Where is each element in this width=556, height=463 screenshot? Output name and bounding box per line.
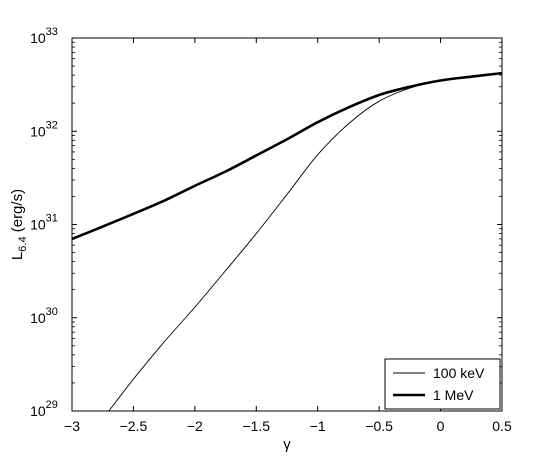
y-axis-title: L6.4 (erg/s)	[9, 189, 29, 260]
plot-frame	[71, 37, 503, 412]
y-axis-title-unit: (erg/s)	[9, 189, 26, 237]
y-tick-label: 1032	[30, 119, 58, 139]
series-line-1mev	[71, 71, 503, 241]
y-axis-title-subscript: 6.4	[17, 236, 29, 251]
tick-labels-layer: −3 −2.5 −2 −1.5 −1 −0.5 0 0.5 1029 1030 1031 1032 10…	[30, 26, 512, 434]
x-tick-label: −3	[64, 418, 80, 434]
series-layer	[71, 71, 503, 412]
y-tick-label: 1031	[30, 213, 58, 233]
legend-box	[384, 358, 501, 410]
ticks-layer	[71, 37, 503, 412]
y-tick-label: 1033	[30, 26, 58, 46]
legend-label-100kev: 100 keV	[433, 365, 485, 381]
x-tick-label: −0.5	[365, 418, 393, 434]
y-tick-label: 1030	[30, 306, 58, 326]
x-tick-label: 0.5	[492, 418, 512, 434]
y-axis-title-main: L	[9, 252, 26, 260]
x-tick-label: −2	[187, 418, 203, 434]
x-axis-title: γ	[283, 436, 291, 453]
x-tick-label: −2.5	[120, 418, 148, 434]
x-tick-label: −1	[310, 418, 326, 434]
legend-label-1mev: 1 MeV	[433, 387, 474, 403]
x-tick-label: −1.5	[242, 418, 270, 434]
y-tick-label: 1029	[30, 399, 58, 419]
x-tick-label: 0	[437, 418, 445, 434]
legend: 100 keV 1 MeV	[384, 358, 501, 410]
